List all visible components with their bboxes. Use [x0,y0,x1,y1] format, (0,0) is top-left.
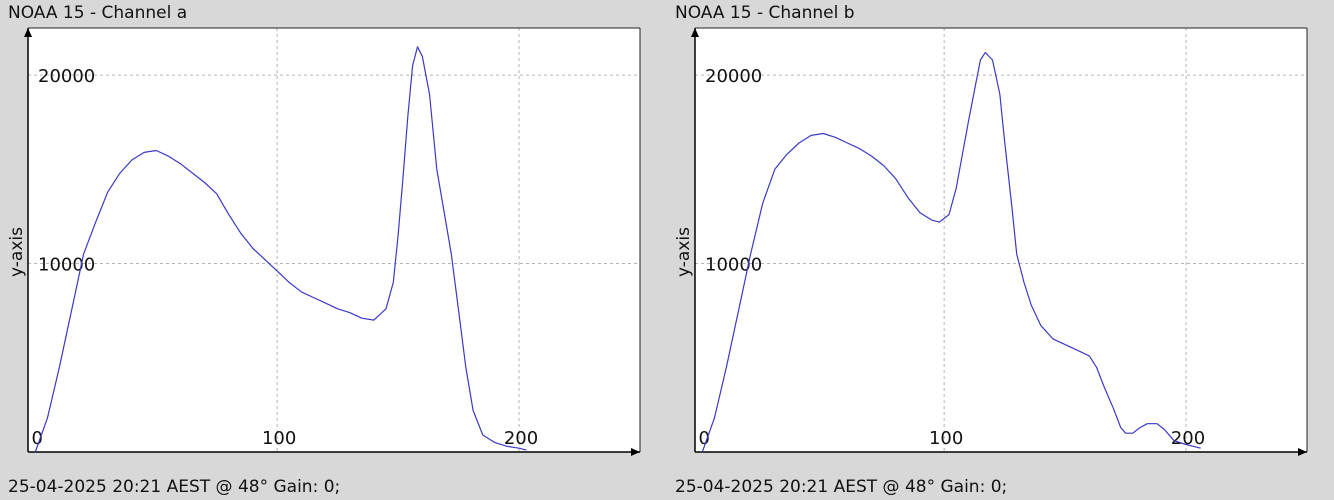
y-axis-arrow [691,28,699,37]
series-line [701,51,1201,453]
x-axis-arrow [631,448,640,456]
y-axis-arrow [24,28,32,37]
y-axis-label: y-axis [7,227,27,277]
x-tick-label: 200 [504,428,538,449]
x-tick-label: 100 [262,428,296,449]
x-tick-label: 0 [699,428,710,449]
series-line [34,46,527,453]
y-tick-label: 20000 [705,66,762,87]
chart-a: 0 100 200 10000 20000 y-axis [7,27,641,456]
chart-b: 0 100 200 10000 20000 y-axis [674,27,1308,456]
y-tick-label: 20000 [38,66,95,87]
chart-panel-b: NOAA 15 - Channel b 0 100 200 10000 20000 y-a… [667,0,1334,500]
plot-area [28,28,640,452]
y-tick-label: 10000 [705,255,762,276]
chart-title: NOAA 15 - Channel b [675,3,855,23]
chart-panel-a: NOAA 15 - Channel a 0 100 200 10000 20000 y-a… [7,3,641,497]
x-tick-label: 200 [1171,428,1205,449]
x-tick-label: 0 [32,428,43,449]
x-axis-arrow [1298,448,1307,456]
chart-title: NOAA 15 - Channel a [8,3,188,23]
status-footer: 25-04-2025 20:21 AEST @ 48° Gain: 0; [675,477,1008,497]
y-tick-label: 10000 [38,255,95,276]
y-axis-label: y-axis [674,227,694,277]
status-footer: 25-04-2025 20:21 AEST @ 48° Gain: 0; [8,477,341,497]
x-tick-label: 100 [929,428,963,449]
plot-area [695,28,1307,452]
